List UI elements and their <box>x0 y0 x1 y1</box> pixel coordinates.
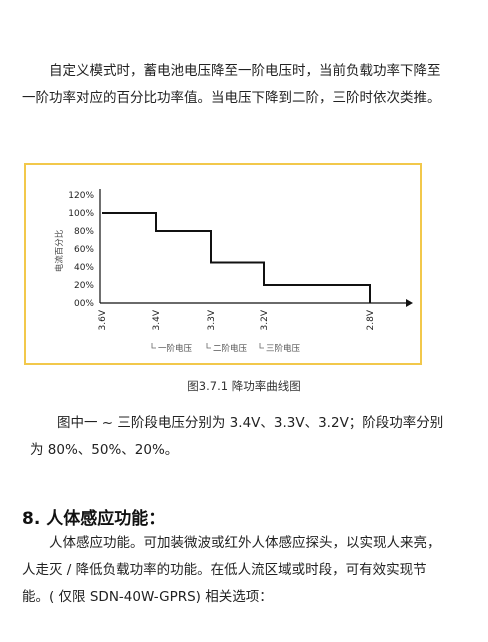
y-tick-label: 60% <box>74 245 94 255</box>
y-tick-label: 100% <box>68 209 94 219</box>
x-axis-arrow <box>406 299 413 307</box>
body-sensing-paragraph: 人体感应功能。可加装微波或红外人体感应探头，以实现人来亮，人走灭 / 降低负载功… <box>22 535 441 605</box>
x-tick-label: 3.4V <box>152 309 162 330</box>
figure-caption: 图3.7.1 降功率曲线图 <box>187 379 301 393</box>
chart-frame: 120% 100% 80% 60% 40% 20% 00% 电流百分比 3.6V 3.4V 3.3V… <box>24 163 422 365</box>
annotation-bracket <box>259 343 264 349</box>
y-axis-label: 电流百分比 <box>54 230 65 273</box>
power-step-line <box>102 212 371 303</box>
stage-annotation: 一阶电压 <box>158 343 193 354</box>
stage-annotation: 二阶电压 <box>213 343 248 354</box>
stage-description-paragraph: 图中一 ~ 三阶段电压分别为 3.4V、3.3V、3.2V；阶段功率分别为 80… <box>30 415 444 458</box>
x-tick-label: 3.6V <box>98 309 108 330</box>
intro-paragraph: 自定义模式时，蓄电池电压降至一阶电压时，当前负载功率下降至一阶功率对应的百分比功… <box>22 63 441 106</box>
y-tick-label: 20% <box>74 281 94 291</box>
y-tick-label: 00% <box>74 299 94 309</box>
power-reduction-chart: 120% 100% 80% 60% 40% 20% 00% 电流百分比 3.6V 3.4V 3.3V… <box>54 189 413 354</box>
annotation-bracket <box>206 343 211 349</box>
y-tick-label: 120% <box>68 191 94 201</box>
x-tick-label: 2.8V <box>366 309 376 330</box>
x-tick-label: 3.3V <box>207 309 217 330</box>
x-tick-label: 3.2V <box>260 309 270 330</box>
y-tick-label: 40% <box>74 263 94 273</box>
annotation-bracket <box>151 343 156 349</box>
y-tick-label: 80% <box>74 227 94 237</box>
stage-annotation: 三阶电压 <box>266 343 301 354</box>
section-title: 8. 人体感应功能： <box>22 509 166 529</box>
